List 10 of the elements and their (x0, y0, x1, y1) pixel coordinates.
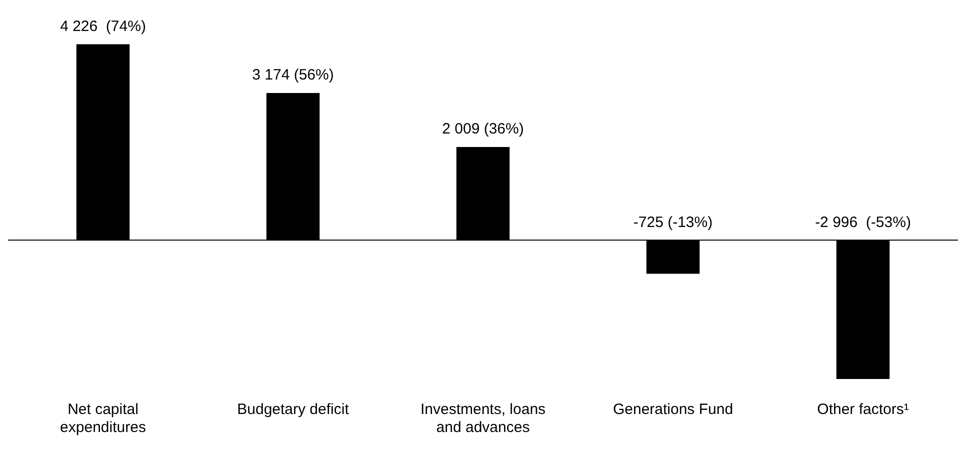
x-tick-label: Net capital expenditures (60, 401, 146, 436)
data-label: -2 996 (-53%) (815, 214, 911, 231)
x-tick-label: Budgetary deficit (237, 401, 350, 418)
data-label: 2 009 (36%) (442, 120, 524, 138)
data-label: 3 174 (56%) (252, 66, 334, 84)
x-tick-label: Generations Fund (612, 401, 734, 418)
x-tick-label: Investments, loans and advances (420, 401, 546, 436)
x-tick-label: Other factors¹ (817, 401, 909, 418)
data-label: -725 (-13%) (633, 214, 713, 231)
data-label: 4 226 (74%) (60, 18, 146, 35)
